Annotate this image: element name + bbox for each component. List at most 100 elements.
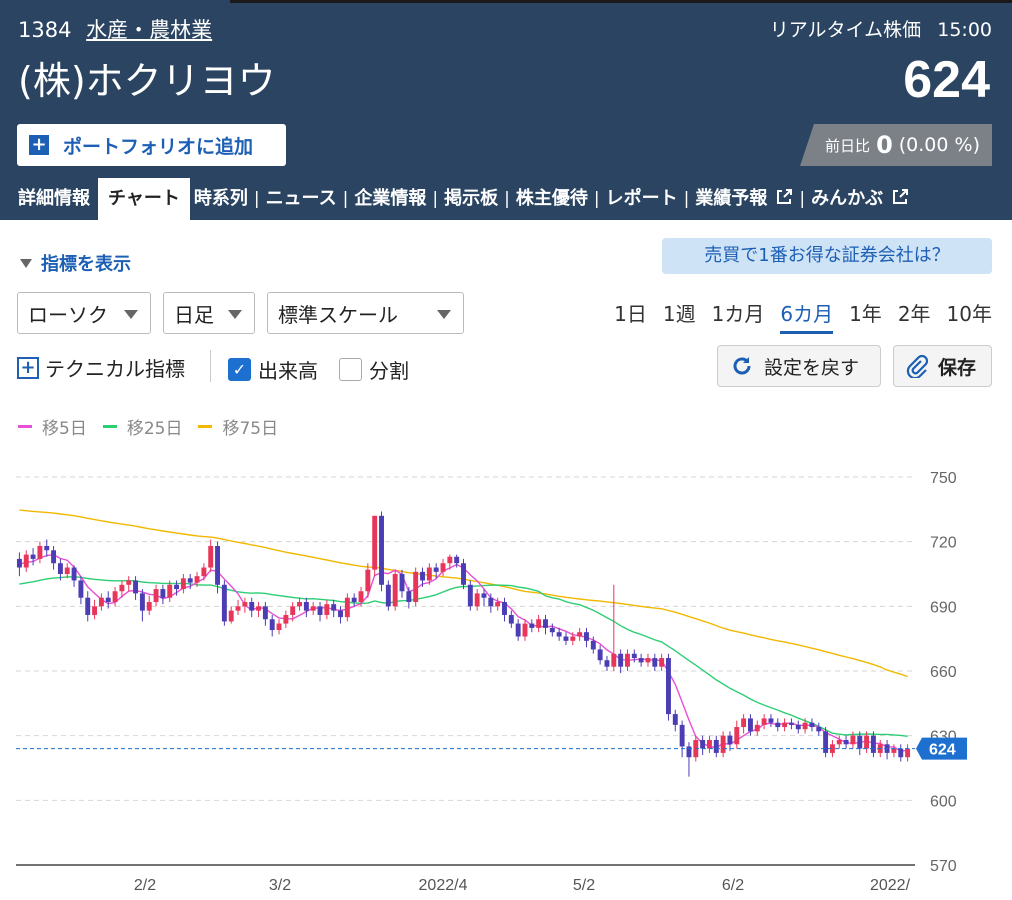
tab-minkabu[interactable]: みんかぶ	[811, 184, 909, 220]
chevron-down-icon	[437, 310, 451, 319]
candle-body	[891, 748, 897, 753]
candle-body	[679, 724, 685, 747]
period-select[interactable]: 日足	[163, 292, 255, 334]
checkbox-empty-icon	[339, 358, 362, 381]
split-checkbox[interactable]: 分割	[339, 355, 409, 384]
tab-forecast[interactable]: 業績予報	[695, 184, 793, 220]
candle-body	[235, 606, 241, 611]
change-value: 0	[876, 131, 893, 159]
legend-swatch	[18, 425, 32, 428]
candle-body	[795, 724, 801, 730]
candle-body	[98, 597, 104, 607]
reset-settings-button[interactable]: 設定を戻す	[717, 345, 881, 387]
show-indicators-toggle[interactable]: 指標を表示	[20, 250, 131, 276]
tab-benefits[interactable]: 株主優待	[515, 188, 588, 209]
y-tick-label: 690	[930, 599, 957, 616]
candle-body	[30, 554, 36, 559]
range-1w[interactable]: 1週	[662, 302, 696, 326]
range-1m[interactable]: 1カ月	[711, 302, 765, 326]
candle-body	[467, 584, 473, 607]
candle-body	[905, 748, 911, 758]
candle-body	[522, 623, 528, 637]
candle-body	[543, 619, 548, 628]
chevron-down-icon	[124, 310, 138, 319]
candle-body	[385, 584, 391, 607]
candle-body	[392, 574, 398, 607]
tab-news[interactable]: ニュース	[265, 188, 337, 209]
candle-body	[167, 584, 173, 598]
candle-body	[850, 735, 856, 745]
tab-board[interactable]: 掲示板	[444, 188, 499, 209]
candle-body	[529, 623, 535, 628]
candle-body	[508, 614, 514, 624]
scale-select[interactable]: 標準スケール	[267, 292, 464, 334]
candle-body	[44, 545, 50, 551]
tab-minkabu-label: みんかぶ	[811, 188, 884, 209]
tab-chart[interactable]: チャート	[98, 178, 190, 220]
broker-promo-banner[interactable]: 売買で1番お得な証券会社は？	[662, 238, 992, 274]
candle-body	[331, 604, 337, 611]
candle-body	[447, 556, 453, 564]
volume-label: 出来高	[258, 359, 318, 383]
candle-body	[344, 597, 350, 618]
candle-body	[515, 623, 521, 637]
tab-report[interactable]: レポート	[605, 188, 678, 209]
candle-body	[358, 591, 364, 603]
x-tick-label: 3/2	[269, 877, 291, 894]
candle-body	[105, 597, 111, 603]
candle-body	[256, 606, 261, 611]
candle-body	[146, 602, 152, 611]
tab-company[interactable]: 企業情報	[354, 188, 427, 209]
industry-link[interactable]: 水産・農林業	[86, 18, 213, 42]
candle-body	[727, 735, 733, 745]
candle-body	[351, 597, 357, 603]
candle-body	[187, 578, 193, 583]
candle-body	[816, 727, 822, 732]
legend-label: 移25日	[126, 419, 183, 439]
candle-type-select[interactable]: ローソク	[17, 292, 151, 334]
range-6m[interactable]: 6カ月	[780, 298, 834, 334]
period-value: 日足	[174, 302, 214, 327]
range-2y[interactable]: 2年	[897, 302, 931, 326]
candle-body	[160, 589, 166, 598]
tab-timeseries[interactable]: 時系列	[193, 188, 248, 209]
show-indicators-label: 指標を表示	[41, 254, 131, 275]
stock-code: 1384	[18, 18, 72, 42]
change-percent: (0.00 %)	[898, 134, 980, 156]
add-portfolio-button[interactable]: + ポートフォリオに追加	[17, 124, 286, 166]
candle-body	[290, 606, 296, 615]
candle-body	[625, 653, 630, 667]
candle-body	[133, 580, 139, 594]
candle-body	[221, 584, 227, 622]
candle-body	[741, 718, 747, 728]
candle-body	[379, 515, 384, 585]
candle-body	[242, 602, 248, 607]
candle-type-value: ローソク	[28, 302, 108, 327]
candle-body	[413, 571, 419, 603]
candle-body	[857, 735, 863, 749]
candle-body	[611, 653, 617, 667]
candle-body	[454, 556, 460, 564]
external-link-icon	[893, 189, 909, 204]
save-button[interactable]: 保存	[893, 345, 992, 387]
range-1y[interactable]: 1年	[849, 302, 882, 326]
candle-body	[406, 591, 412, 603]
range-10y[interactable]: 10年	[946, 302, 992, 326]
volume-checkbox[interactable]: ✓ 出来高	[228, 355, 318, 384]
realtime-info: リアルタイム株価 15:00	[770, 15, 992, 42]
reset-settings-label: 設定を戻す	[764, 356, 860, 379]
candle-body	[153, 589, 159, 603]
ma25-line	[19, 576, 908, 737]
nav-separator: |	[253, 189, 260, 209]
nav-separator: |	[342, 189, 349, 209]
nav-separator: |	[683, 189, 690, 209]
candle-body	[426, 567, 432, 581]
range-1d[interactable]: 1日	[614, 302, 647, 326]
x-tick-label: 6/2	[722, 877, 744, 894]
candle-body	[399, 574, 405, 592]
technical-indicator-button[interactable]: + テクニカル指標	[17, 353, 185, 382]
legend-label: 移5日	[42, 419, 87, 439]
y-tick-label: 570	[930, 858, 957, 875]
tab-details[interactable]: 詳細情報	[18, 188, 90, 209]
